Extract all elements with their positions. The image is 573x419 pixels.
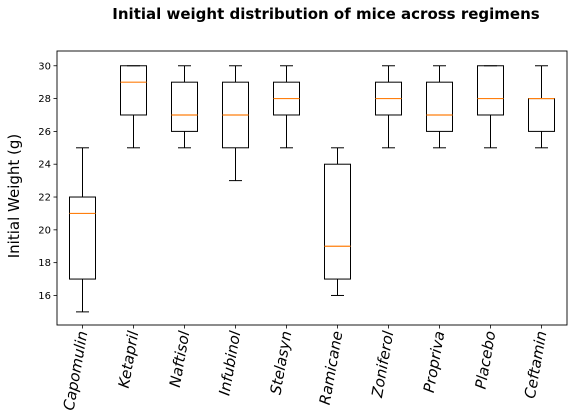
box-iqr [324,163,351,280]
box-zoniferol [375,65,402,149]
box-iqr [171,81,198,132]
box-stelasyn [273,65,300,149]
x-tick-label-ceftamin: Ceftamin [521,330,551,400]
y-tick-label: 22 [38,193,51,204]
x-tick-label-ketapril: Ketapril [115,329,143,390]
x-tick-label-naftisol: Naftisol [166,329,194,389]
y-tick-label: 28 [38,94,51,105]
box-infubinol [222,65,249,182]
x-tick-label-stelasyn: Stelasyn [267,330,296,396]
x-tick-label-ramicane: Ramicane [316,330,347,407]
axes-frame [56,50,568,326]
box-iqr [69,196,96,280]
box-ceftamin [528,65,555,149]
y-tick-label: 18 [38,258,51,269]
y-tick-label: 20 [38,225,51,236]
x-tick-label-propriva: Propriva [420,330,449,395]
y-tick-label: 26 [38,127,51,138]
y-tick-label: 16 [38,291,51,302]
plot-area: 16 18 20 22 24 26 28 30 Capomulin Ketapril Naftiso… [38,61,555,412]
y-axis-label: Initial Weight (g) [5,134,23,259]
box-iqr [528,98,555,132]
x-tick-label-zoniferol: Zoniferol [368,329,398,400]
box-iqr [120,65,147,116]
box-iqr [426,81,453,132]
box-naftisol [171,65,198,149]
x-tick-label-capomulin: Capomulin [60,330,92,412]
y-tick-label: 30 [38,61,51,72]
box-ketapril [120,65,147,149]
box-placebo [477,65,504,149]
chart-title: Initial weight distribution of mice acro… [112,5,539,23]
box-capomulin [69,147,96,313]
box-iqr [477,65,504,116]
y-tick-label: 24 [38,160,51,171]
x-tick-label-placebo: Placebo [472,330,500,391]
box-propriva [426,65,453,149]
x-tick-label-infubinol: Infubinol [215,329,244,397]
box-ramicane [324,147,351,296]
